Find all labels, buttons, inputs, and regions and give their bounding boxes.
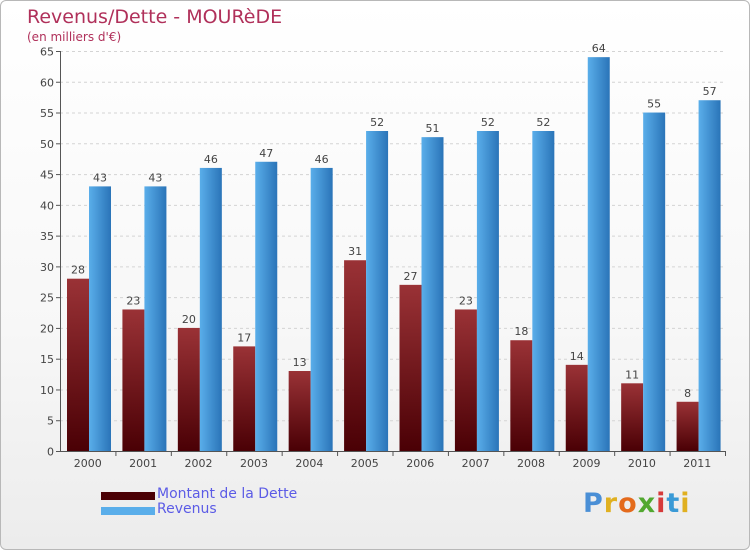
y-tick-label: 45 xyxy=(40,169,54,182)
bar-dette xyxy=(288,371,311,451)
x-tick-label: 2009 xyxy=(572,457,600,470)
data-label: 28 xyxy=(71,264,85,277)
bar-dette xyxy=(621,383,644,451)
data-label: 20 xyxy=(182,313,196,326)
bar-dette xyxy=(454,309,477,451)
data-label: 52 xyxy=(536,116,550,129)
data-label: 52 xyxy=(481,116,495,129)
bar-revenus xyxy=(532,131,555,451)
chart-title: Revenus/Dette - MOURèDE xyxy=(27,6,283,28)
bar-dette xyxy=(676,401,699,451)
bar-dette xyxy=(565,364,588,451)
bar-revenus xyxy=(643,112,666,452)
data-label: 17 xyxy=(237,331,251,344)
legend-label-revenus: Revenus xyxy=(157,501,217,517)
bar-dette xyxy=(177,327,200,451)
logo-letter: i xyxy=(656,488,667,519)
logo-letter: x xyxy=(637,488,657,519)
y-tick-label: 60 xyxy=(40,76,54,89)
y-tick-label: 65 xyxy=(40,46,54,59)
data-label: 46 xyxy=(315,153,329,166)
x-tick-label: 2002 xyxy=(185,457,213,470)
legend-swatch-revenus xyxy=(101,507,155,515)
data-label: 43 xyxy=(93,171,107,184)
axes: 0 5 10 15 20 25 30 35 40 45 50 55 60 65 2000 2001 2002 20… xyxy=(40,46,726,470)
data-label: 23 xyxy=(126,294,140,307)
y-tick-label: 0 xyxy=(47,446,54,459)
x-tick-label: 2008 xyxy=(517,457,545,470)
x-tick-label: 2005 xyxy=(351,457,379,470)
y-tick-label: 10 xyxy=(40,384,54,397)
y-tick-label: 30 xyxy=(40,261,54,274)
data-label: 27 xyxy=(404,270,418,283)
data-label: 13 xyxy=(293,356,307,369)
bar-revenus xyxy=(310,167,333,451)
data-label: 52 xyxy=(370,116,384,129)
data-label: 23 xyxy=(459,294,473,307)
bar-dette xyxy=(510,340,533,451)
y-tick-label: 5 xyxy=(47,415,54,428)
logo-letter: i xyxy=(680,488,691,519)
bar-dette xyxy=(399,284,422,451)
bar-dette xyxy=(233,346,256,451)
x-tick-label: 2007 xyxy=(462,457,490,470)
bars xyxy=(67,57,721,452)
y-tick-label: 50 xyxy=(40,138,54,151)
x-tick-label: 2003 xyxy=(240,457,268,470)
x-tick-label: 2000 xyxy=(74,457,102,470)
bar-revenus xyxy=(199,167,222,451)
logo-letter: t xyxy=(666,488,681,519)
proxiti-logo: Proxiti xyxy=(583,488,691,519)
bar-dette xyxy=(344,260,367,451)
bar-revenus xyxy=(476,131,499,451)
data-label: 64 xyxy=(592,42,606,55)
y-tick-label: 55 xyxy=(40,107,54,120)
bar-revenus xyxy=(144,186,167,451)
y-tick-label: 25 xyxy=(40,292,54,305)
data-labels: 28 43 23 43 20 46 17 47 13 46 31 52 27 51 23 52 18 52 14 64… xyxy=(71,42,717,400)
data-label: 47 xyxy=(259,147,273,160)
data-label: 43 xyxy=(148,171,162,184)
x-tick-label: 2006 xyxy=(406,457,434,470)
bar-revenus xyxy=(587,57,610,452)
data-label: 8 xyxy=(684,387,691,400)
data-label: 57 xyxy=(703,85,717,98)
y-tick-label: 15 xyxy=(40,353,54,366)
bar-revenus xyxy=(255,161,278,451)
data-label: 55 xyxy=(647,98,661,111)
x-tick-label: 2001 xyxy=(129,457,157,470)
bar-revenus xyxy=(89,186,111,451)
x-tick-label: 2011 xyxy=(683,457,711,470)
data-label: 14 xyxy=(570,350,584,363)
chart-subtitle: (en milliers d'€) xyxy=(27,30,122,44)
logo-letter: P xyxy=(583,488,604,519)
bar-revenus xyxy=(698,100,721,451)
bar-revenus xyxy=(421,137,444,451)
bar-dette xyxy=(122,309,145,451)
data-label: 18 xyxy=(514,325,528,338)
y-tick-label: 20 xyxy=(40,322,54,335)
y-tick-label: 40 xyxy=(40,199,54,212)
y-tick-label: 35 xyxy=(40,230,54,243)
bar-dette xyxy=(67,278,89,451)
legend-label-dette: Montant de la Dette xyxy=(157,486,298,502)
data-label: 31 xyxy=(348,245,362,258)
data-label: 51 xyxy=(426,122,440,135)
x-tick-label: 2010 xyxy=(628,457,656,470)
grid-lines xyxy=(60,51,725,422)
data-label: 46 xyxy=(204,153,218,166)
x-tick-label: 2004 xyxy=(295,457,323,470)
logo-letter: r xyxy=(603,488,619,519)
logo-letter: o xyxy=(618,488,638,519)
legend-swatch-dette xyxy=(101,492,155,500)
bar-revenus xyxy=(366,131,389,451)
data-label: 11 xyxy=(625,368,639,381)
